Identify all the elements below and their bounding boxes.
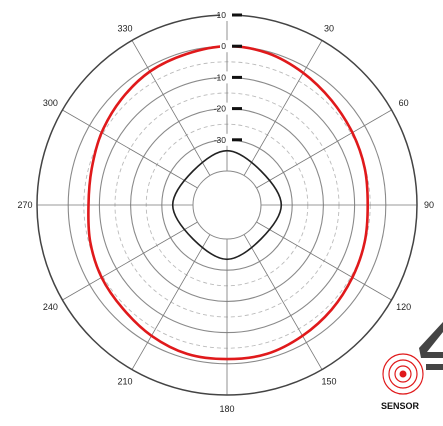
angle-label-60: 60: [399, 98, 409, 108]
series-1-trace: [171, 149, 283, 261]
spoke-150: [243, 234, 323, 370]
radial-tick-bg-1: [220, 40, 232, 53]
chart-series: [87, 44, 369, 361]
radial-tick-label-3: -20: [214, 104, 227, 114]
angle-label-210: 210: [117, 377, 132, 387]
spoke-330: [131, 40, 211, 176]
logo-ring-2: [388, 359, 418, 389]
radial-tick-label-4: -30: [214, 135, 227, 145]
angle-label-30: 30: [324, 23, 334, 33]
angle-label-120: 120: [396, 302, 411, 312]
angle-label-270: 270: [17, 200, 32, 210]
series-0-trace: [87, 44, 369, 361]
radial-tick-bar-2: [226, 75, 242, 79]
spoke-120: [256, 221, 392, 301]
radial-tick-label-2: -10: [214, 72, 227, 82]
inner-circle: [192, 170, 262, 240]
radial-tick-bg-0: [220, 9, 232, 21]
angle-label-150: 150: [321, 377, 336, 387]
angle-labels: 30 60 90 120 150 180 210 240 270 300 330: [17, 23, 434, 414]
angle-label-240: 240: [43, 302, 58, 312]
angle-label-90: 90: [424, 200, 434, 210]
logo-ring-1: [394, 365, 412, 383]
spoke-210: [131, 234, 211, 370]
radial-tick-bg-3: [220, 102, 232, 115]
angle-label-300: 300: [43, 98, 58, 108]
radial-tick-bar-3: [226, 107, 242, 111]
logo-text: SENSOR: [381, 401, 420, 411]
radial-tick-bg-4: [220, 133, 232, 146]
radial-tick-label-0: 10: [217, 10, 227, 20]
spoke-240: [62, 221, 198, 301]
spoke-60: [256, 109, 392, 189]
radial-tick-bg-2: [220, 71, 232, 84]
radial-tick-bar-1: [226, 44, 242, 48]
polar-grid: [36, 14, 418, 396]
angle-label-330: 330: [117, 23, 132, 33]
radial-tick-bar-0: [226, 13, 242, 17]
radial-tick-bar-4: [226, 138, 242, 142]
radial-ticks: 10 0 -10 -20 -30: [214, 9, 242, 146]
spoke-30: [243, 40, 323, 176]
angle-label-180: 180: [219, 404, 234, 414]
sensor-logo: SENSOR: [381, 322, 443, 411]
logo-dot: [399, 370, 407, 378]
logo-mark-icon: [419, 322, 443, 370]
logo-ring-3: [382, 353, 424, 395]
radial-tick-label-1: 0: [221, 41, 226, 51]
spoke-300: [62, 109, 198, 189]
